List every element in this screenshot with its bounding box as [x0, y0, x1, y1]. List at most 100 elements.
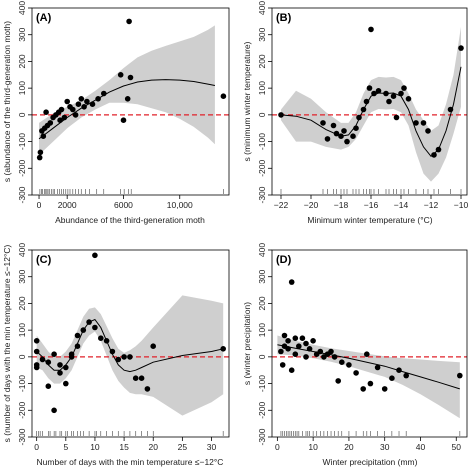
panel-b-x-tick-label: −16: [364, 200, 379, 210]
panel-c-y-tick-label: -100: [17, 375, 27, 392]
panel-c-y-tick-label: 200: [17, 296, 27, 310]
panel-d-y-tick-label: -200: [257, 402, 267, 419]
panel-b-data-point: [366, 85, 373, 91]
panel-b-data-point: [447, 106, 454, 113]
panel-d-data-point: [374, 364, 381, 371]
panel-a-confidence-band: [39, 25, 215, 155]
panel-d: -300 -200 -100 0 100 200 300 400 0 10 20 30 40 50 (D) W…: [242, 243, 468, 467]
panel-b-data-point: [363, 98, 370, 105]
panel-c-data-point: [80, 327, 87, 333]
panel-d-data-point: [288, 367, 295, 374]
panel-c-x-axis-title: Number of days with the min temperature …: [37, 457, 224, 467]
panel-a-fitted-curve: [38, 79, 215, 140]
panel-d-data-point: [292, 335, 299, 342]
panel-d-x-tick-label: 50: [452, 442, 462, 452]
panel-d-data-point: [303, 354, 309, 360]
panel-b-data-point: [375, 88, 382, 94]
panel-b-data-point: [386, 98, 392, 105]
panel-a-y-tick-label: -100: [17, 133, 27, 150]
panel-d-data-point: [317, 348, 324, 355]
panel-a-data-point: [124, 96, 131, 102]
panel-c-data-point: [132, 375, 139, 382]
panel-a-data-point: [47, 120, 54, 126]
panel-b-data-point: [413, 120, 419, 126]
panel-c-y-axis-title: s (number of days with the min temperatu…: [2, 244, 12, 442]
panel-b-data-point: [341, 128, 347, 134]
panel-a-data-point: [95, 96, 101, 102]
panel-c-data-point: [63, 364, 69, 371]
panel-a-y-tick-label: 300: [17, 27, 27, 41]
panel-c: -300 -200 -100 0 100 200 300 400 0 5 10 15 20 25 30 (C)…: [2, 243, 230, 467]
panel-b-confidence-band: [281, 26, 461, 182]
panel-d-data-point: [353, 370, 359, 376]
panel-a-data-point: [36, 154, 43, 161]
panel-d-x-tick-label: 20: [344, 442, 354, 452]
panel-d-plot-frame: [271, 249, 468, 438]
panel-c-data-point: [150, 343, 156, 350]
panel-c-data-point: [63, 380, 69, 387]
panel-d-data-point: [389, 375, 395, 382]
panel-c-data-point: [98, 335, 104, 342]
panel-a-data-point: [126, 18, 132, 25]
panel-d-data-point: [346, 362, 352, 368]
panel-a-x-axis-title: Abundance of the third-generation moth: [55, 215, 205, 225]
panel-c-data-point: [45, 359, 52, 366]
panel-b-x-axis-title: Minimum winter temperature (°C): [307, 215, 432, 225]
panel-c-x-tick-label: 20: [148, 442, 158, 452]
panel-c-plot-frame: [31, 249, 230, 438]
panel-c-data-point: [57, 370, 63, 376]
panel-a-data-point: [117, 72, 124, 78]
panel-d-data-point: [278, 348, 284, 355]
panel-a-data-point: [127, 74, 134, 81]
panel-b: -300 -200 -100 0 100 200 300 400 −22 −20 −18 −16 −14…: [242, 1, 468, 225]
panel-a-data-point: [43, 109, 49, 115]
panel-c-y-tick-label: 100: [17, 323, 27, 337]
panel-b-data-point: [360, 106, 367, 113]
panel-c-fitted-curve: [36, 318, 224, 373]
panel-b-y-tick-label: 0: [257, 112, 267, 117]
panel-c-data-point: [33, 348, 40, 355]
panel-a-y-tick-label: 0: [17, 112, 27, 117]
panel-d-y-tick-label: 200: [257, 296, 267, 310]
panel-a-x-tick-label: 6000: [114, 200, 133, 210]
panel-c-data-point: [33, 338, 40, 344]
panel-b-x-tick-label: −14: [394, 200, 409, 210]
panel-a-data-point: [78, 96, 85, 102]
panel-b-data-point: [405, 96, 412, 102]
panel-c-panel-label: (C): [36, 254, 52, 266]
panel-a-data-point: [37, 149, 44, 156]
panel-c-data-point: [33, 364, 40, 371]
panel-b-data-point: [330, 122, 337, 129]
panel-a-x-tick-label: 2000: [58, 200, 77, 210]
panel-a: -300 -200 -100 0 100 200 300 400 0 2000 6000 10,000…: [2, 1, 230, 225]
panel-b-x-tick-label: −20: [304, 200, 319, 210]
panel-a-data-point: [89, 101, 96, 107]
panel-a-data-point: [58, 106, 65, 113]
panel-d-y-tick-label: 0: [257, 354, 267, 359]
panel-b-y-tick-label: -100: [257, 133, 267, 150]
panel-b-x-tick-label: −22: [274, 200, 289, 210]
panel-c-data-point: [138, 375, 145, 382]
panel-d-y-tick-label: -300: [257, 428, 267, 445]
panel-b-panel-label: (B): [276, 12, 292, 24]
panel-b-data-point: [333, 130, 340, 137]
panel-a-data-point: [72, 112, 79, 118]
panel-a-data-point: [40, 133, 47, 139]
panel-a-y-axis-title: s (abundance of the third-generation mot…: [2, 21, 12, 182]
panel-d-data-point: [381, 386, 388, 392]
panel-d-data-point: [396, 367, 402, 374]
panel-b-data-point: [458, 45, 464, 51]
panel-c-x-tick-label: 15: [119, 442, 129, 452]
panel-a-x-tick-label: 10,000: [167, 200, 193, 210]
panel-d-data-point: [335, 378, 342, 384]
panel-c-data-point: [68, 354, 75, 360]
panel-c-data-point: [103, 338, 110, 344]
panel-a-data-point: [75, 101, 82, 107]
panel-b-data-point: [338, 133, 344, 139]
panel-b-x-tick-label: −10: [454, 200, 469, 210]
panel-a-y-tick-label: 100: [17, 81, 27, 95]
panel-d-panel-label: (D): [276, 254, 292, 266]
panel-b-y-tick-label: 200: [257, 54, 267, 68]
panel-a-x-tick-label: 0: [37, 200, 42, 210]
